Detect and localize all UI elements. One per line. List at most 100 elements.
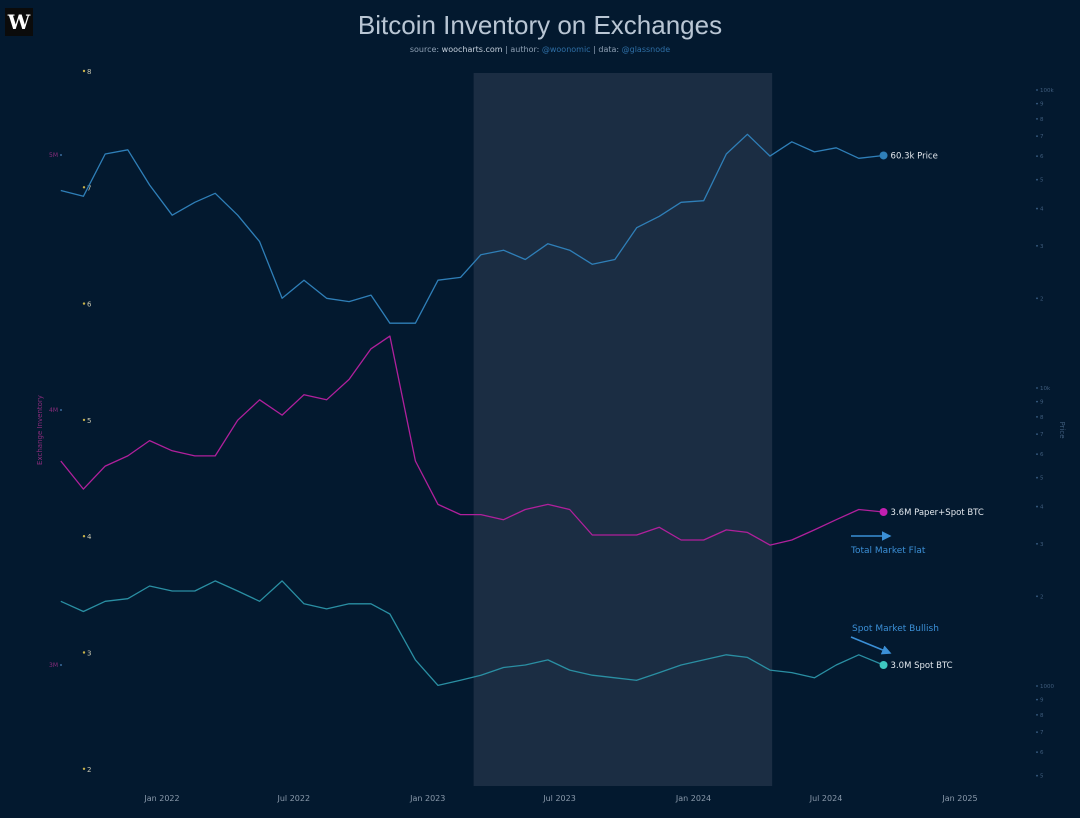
- x-tick-label: Jan 2022: [143, 794, 179, 803]
- inventory-tick-mark: [60, 154, 62, 156]
- right-tick-label: 7: [1040, 134, 1044, 140]
- right-tick-label: 5: [1040, 774, 1044, 780]
- right-tick-label: 5: [1040, 476, 1044, 482]
- right-tick-label: 9: [1040, 400, 1044, 406]
- right-tick-mark: [1036, 505, 1038, 508]
- right-tick-mark: [1036, 135, 1038, 138]
- x-tick-label: Jan 2024: [675, 794, 711, 803]
- right-axis-label: Price: [1058, 421, 1066, 438]
- left-tick-label: 5: [87, 417, 91, 425]
- right-tick-label: 8: [1040, 415, 1044, 421]
- chart-title: Bitcoin Inventory on Exchanges: [357, 10, 723, 40]
- right-tick-label: 9: [1040, 698, 1044, 704]
- right-tick-label: 2: [1040, 594, 1044, 600]
- right-tick-mark: [1036, 117, 1038, 120]
- right-tick-mark: [1036, 713, 1038, 716]
- x-tick-label: Jan 2025: [941, 794, 977, 803]
- right-tick-mark: [1036, 89, 1038, 91]
- series-end-dot: [879, 508, 888, 516]
- x-tick-label: Jul 2022: [277, 794, 311, 803]
- right-tick-mark: [1036, 155, 1038, 158]
- right-tick-label: 10k: [1040, 386, 1051, 392]
- woocharts-logo: W: [5, 8, 33, 36]
- right-tick-label: 5: [1040, 178, 1044, 184]
- series-end-dot: [879, 661, 888, 669]
- series-end-dot: [879, 151, 888, 160]
- annotation-spot-market: Spot Market Bullish: [852, 624, 939, 634]
- right-tick-label: 3: [1040, 542, 1044, 548]
- right-tick-mark: [1036, 542, 1038, 545]
- left-tick-label: 2: [87, 766, 91, 774]
- right-tick-label: 100k: [1040, 88, 1054, 94]
- right-tick-label: 1000: [1040, 684, 1054, 690]
- right-tick-label: 8: [1040, 713, 1044, 719]
- left-tick-mark: [82, 535, 86, 538]
- right-tick-mark: [1036, 102, 1038, 105]
- right-tick-mark: [1036, 400, 1038, 403]
- right-tick-mark: [1036, 387, 1038, 389]
- left-tick-label: 7: [87, 184, 91, 192]
- data-label: | data:: [593, 45, 620, 54]
- inventory-tick-label: 5M: [49, 152, 58, 159]
- inventory-axis-label: Exchange Inventory: [36, 395, 44, 465]
- right-tick-label: 7: [1040, 432, 1044, 438]
- series-end-label: 3.0M Spot BTC: [891, 661, 953, 671]
- x-tick-label: Jan 2023: [409, 794, 445, 803]
- right-tick-label: 4: [1040, 505, 1044, 511]
- author-label: | author:: [505, 45, 540, 54]
- x-tick-label: Jul 2023: [542, 794, 576, 803]
- series-line-price: [60, 133, 884, 324]
- chart-subtitle: source: woocharts.com | author: @woonomi…: [0, 45, 1080, 54]
- right-tick-mark: [1036, 751, 1038, 754]
- left-tick-mark: [82, 186, 86, 189]
- right-tick-mark: [1036, 244, 1038, 247]
- right-tick-mark: [1036, 433, 1038, 436]
- right-tick-label: 9: [1040, 102, 1044, 108]
- right-tick-mark: [1036, 453, 1038, 456]
- right-tick-label: 6: [1040, 154, 1044, 160]
- right-tick-mark: [1036, 685, 1038, 687]
- right-tick-mark: [1036, 207, 1038, 210]
- left-tick-mark: [82, 69, 86, 73]
- right-tick-mark: [1036, 476, 1038, 479]
- arrow-icon: [850, 636, 892, 655]
- series-end-label: 3.6M Paper+Spot BTC: [891, 508, 984, 518]
- highlight-period: [473, 73, 773, 786]
- right-tick-label: 4: [1040, 207, 1044, 213]
- right-tick-label: 7: [1040, 730, 1044, 736]
- right-tick-mark: [1036, 595, 1038, 598]
- annotation-total-market: Total Market Flat: [850, 546, 926, 556]
- series-line-paper-spot-btc: [60, 335, 884, 546]
- data-link[interactable]: @glassnode: [621, 45, 671, 54]
- right-tick-mark: [1036, 698, 1038, 701]
- left-tick-label: 8: [87, 68, 91, 76]
- left-tick-label: 6: [87, 301, 92, 309]
- right-tick-mark: [1036, 297, 1038, 300]
- x-tick-label: Jul 2024: [809, 794, 843, 803]
- inventory-tick-mark: [60, 409, 62, 411]
- right-tick-mark: [1036, 774, 1038, 777]
- source-link[interactable]: woocharts.com: [441, 45, 503, 54]
- right-tick-mark: [1036, 415, 1038, 418]
- left-tick-label: 4: [87, 533, 92, 541]
- right-tick-mark: [1036, 731, 1038, 734]
- right-tick-label: 8: [1040, 117, 1044, 123]
- right-tick-label: 6: [1040, 750, 1044, 756]
- left-tick-label: 3: [87, 650, 91, 658]
- right-tick-label: 2: [1040, 296, 1044, 302]
- inventory-tick-label: 4M: [49, 407, 58, 414]
- right-tick-label: 3: [1040, 244, 1044, 250]
- inventory-tick-label: 3M: [49, 662, 58, 669]
- right-tick-label: 6: [1040, 452, 1044, 458]
- series-end-label: 60.3k Price: [891, 151, 938, 161]
- left-tick-mark: [82, 651, 86, 654]
- left-tick-mark: [82, 302, 86, 305]
- author-link[interactable]: @woonomic: [541, 45, 591, 54]
- source-label: source:: [409, 45, 440, 54]
- right-tick-mark: [1036, 178, 1038, 181]
- left-tick-mark: [82, 767, 86, 770]
- inventory-tick-mark: [60, 664, 62, 666]
- series-line-spot-btc: [60, 580, 884, 687]
- left-tick-mark: [82, 418, 86, 422]
